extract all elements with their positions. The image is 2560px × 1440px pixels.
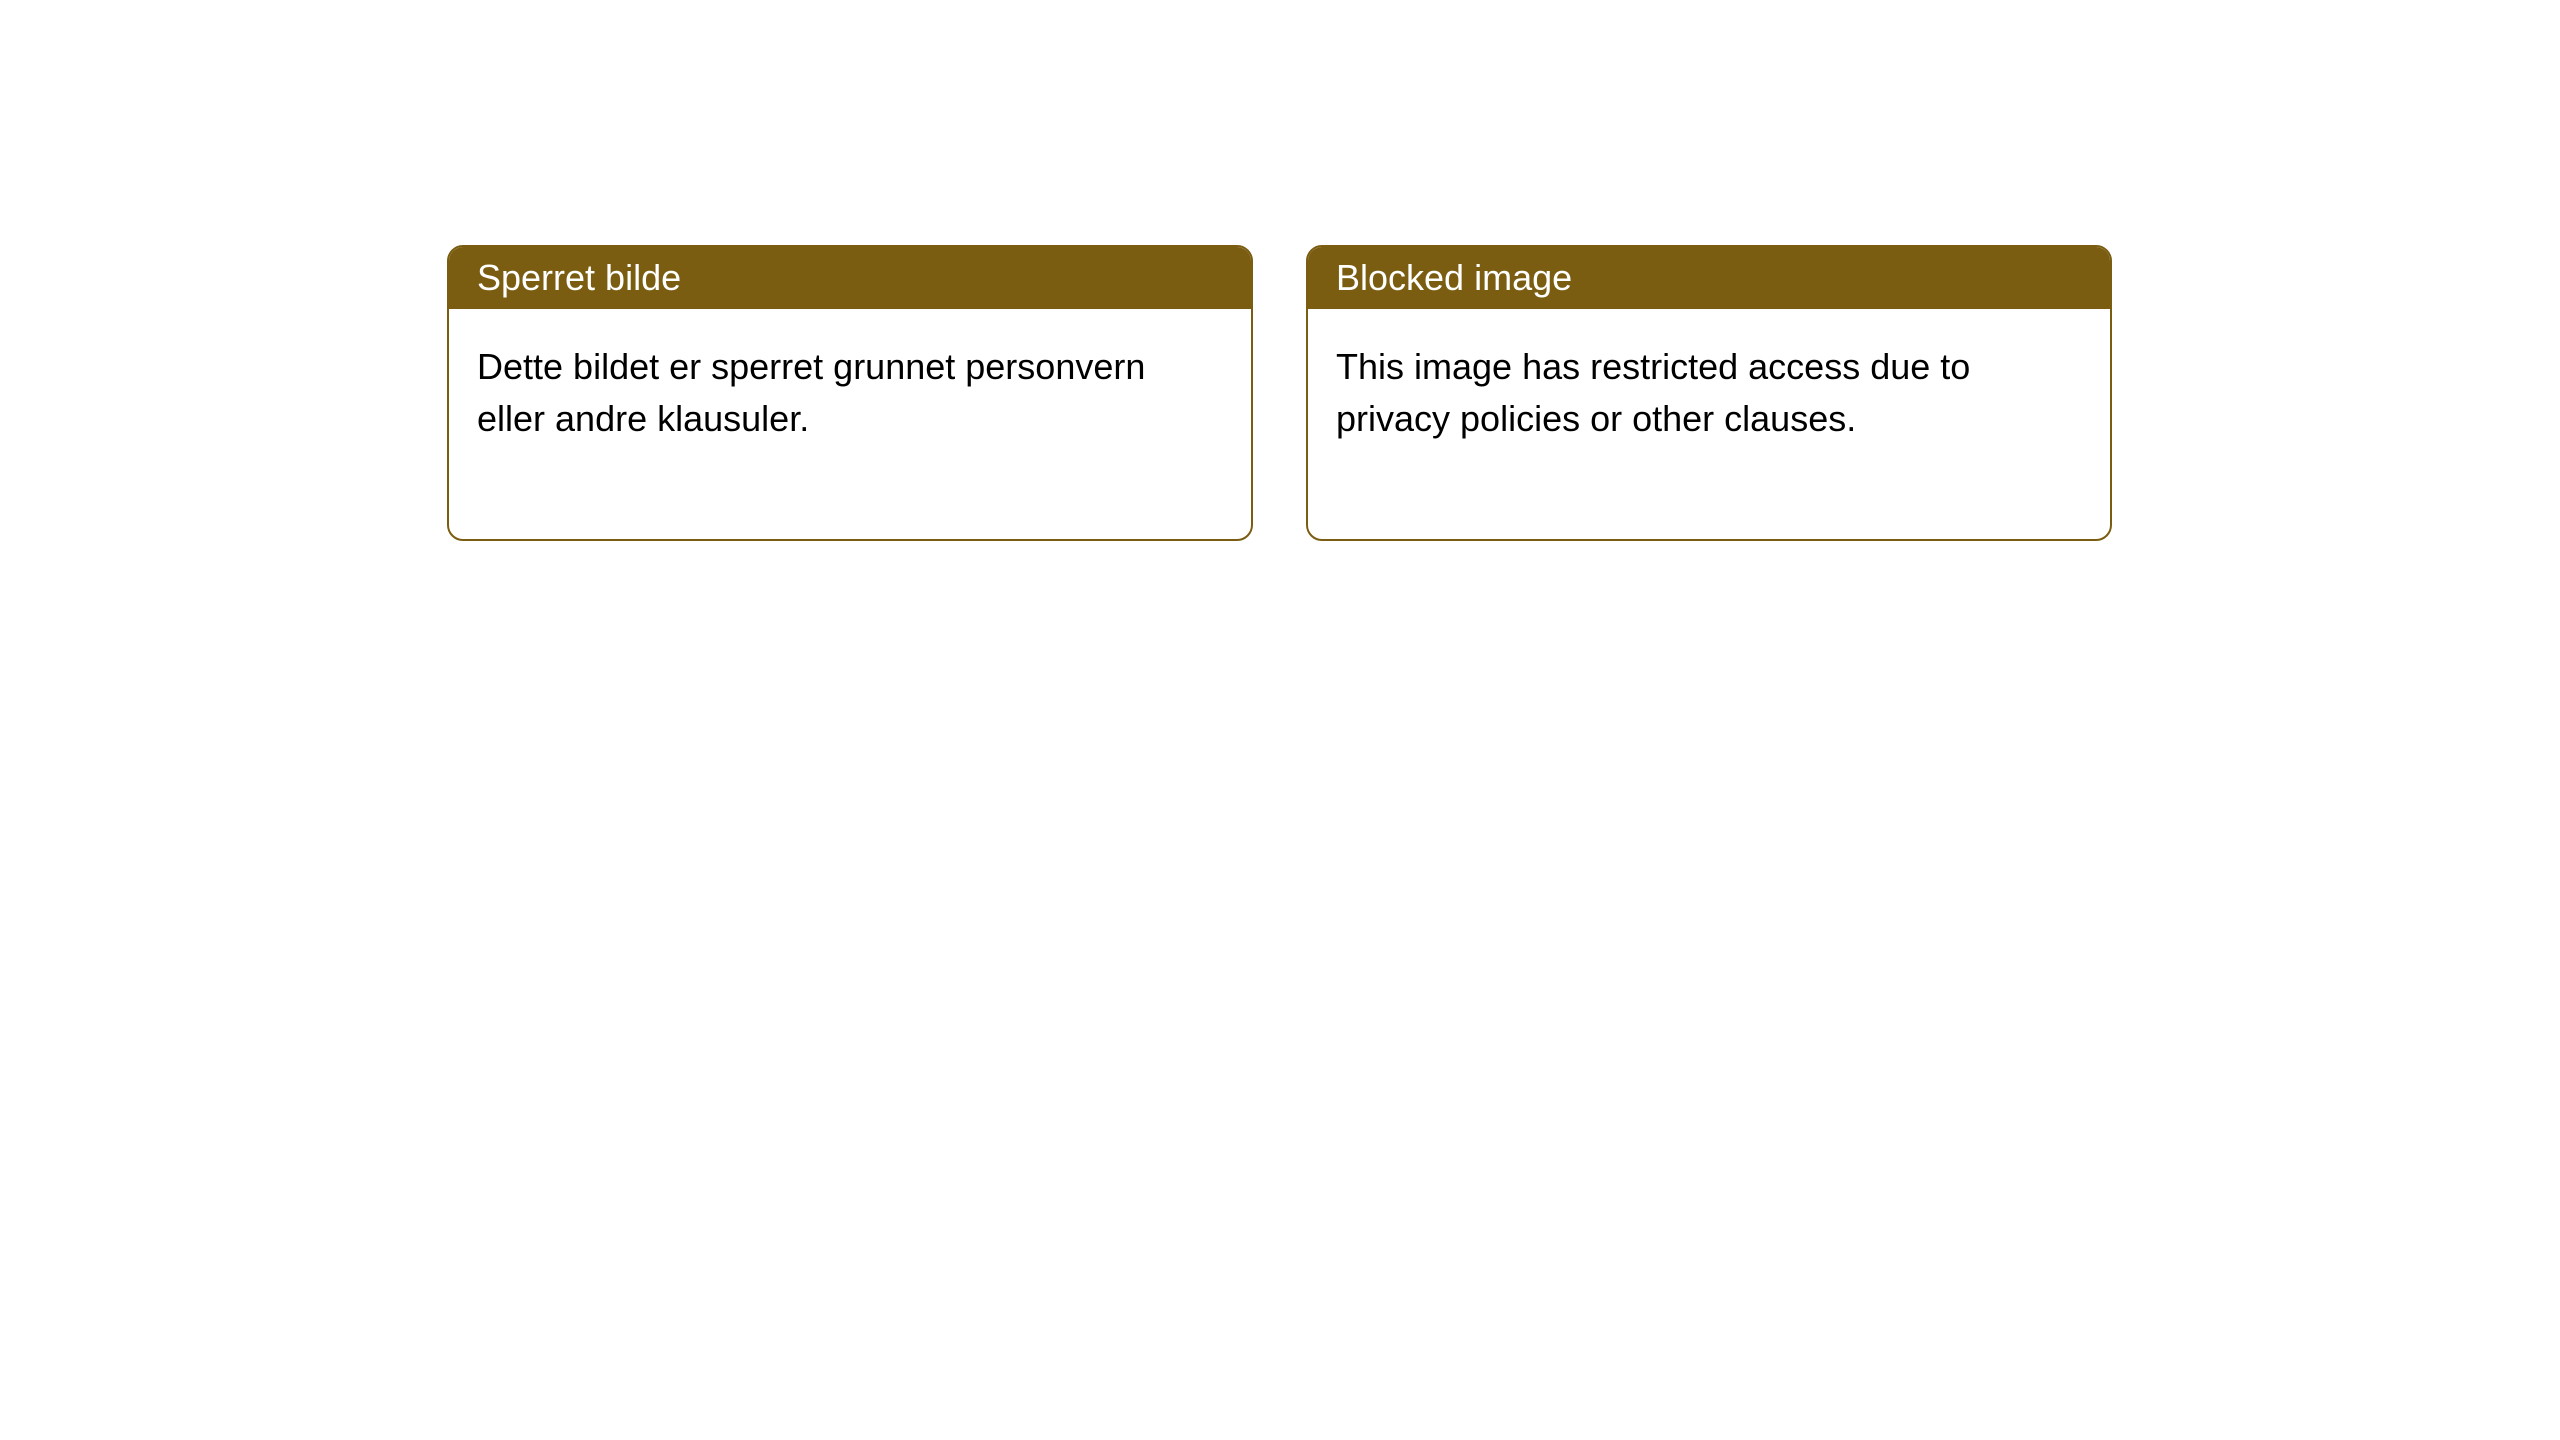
- notice-card-norwegian: Sperret bilde Dette bildet er sperret gr…: [447, 245, 1253, 541]
- notice-title: Sperret bilde: [477, 257, 681, 298]
- notice-text: This image has restricted access due to …: [1336, 346, 1970, 439]
- notice-cards-container: Sperret bilde Dette bildet er sperret gr…: [447, 245, 2112, 541]
- notice-card-english: Blocked image This image has restricted …: [1306, 245, 2112, 541]
- notice-header: Sperret bilde: [449, 247, 1251, 309]
- notice-text: Dette bildet er sperret grunnet personve…: [477, 346, 1145, 439]
- notice-body: Dette bildet er sperret grunnet personve…: [449, 309, 1251, 539]
- notice-body: This image has restricted access due to …: [1308, 309, 2110, 539]
- notice-title: Blocked image: [1336, 257, 1572, 298]
- notice-header: Blocked image: [1308, 247, 2110, 309]
